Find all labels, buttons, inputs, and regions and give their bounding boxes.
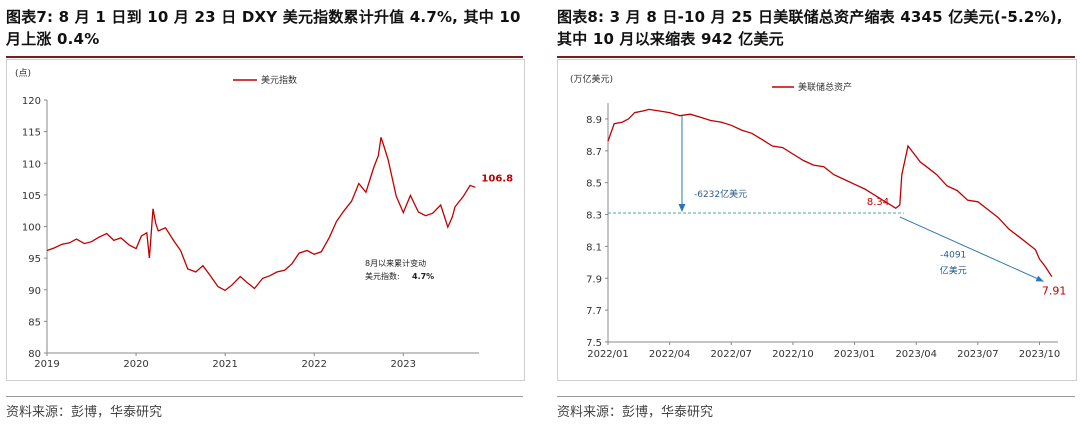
right-y-tick-label: 8.3 — [586, 211, 602, 222]
left-y-tick-label: 105 — [22, 191, 41, 202]
left-y-tick-label: 90 — [28, 286, 41, 297]
left-y-tick-label: 110 — [22, 159, 41, 170]
right-x-tick-label: 2023/10 — [1019, 349, 1061, 360]
right-title-rule — [557, 56, 1075, 58]
right-legend-label: 美联储总资产 — [798, 81, 852, 93]
right-source-rule — [557, 396, 1075, 397]
right-y-tick-label: 8.5 — [586, 179, 602, 190]
left-source-text: 资料来源：彭博，华泰研究 — [6, 405, 163, 420]
right-x-tick-label: 2023/04 — [895, 349, 937, 360]
left-chart-panel: (点) 美元指数 80 85 90 95 100 105 110 115 120 2019 2020 20… — [6, 59, 525, 381]
right-x-tick-label: 2022/07 — [711, 349, 753, 360]
right-source-text: 资料来源：彭博，华泰研究 — [557, 405, 714, 420]
left-dxy-series-line — [46, 137, 476, 292]
right-peak-change-unit: 亿美元 — [940, 264, 967, 276]
left-chart-svg: (点) 美元指数 80 85 90 95 100 105 110 115 120 2019 2020 20… — [15, 68, 513, 370]
left-x-tick-label: 2020 — [123, 359, 148, 370]
right-y-tick-label: 7.9 — [586, 274, 602, 285]
right-peak-arrowhead — [1035, 275, 1044, 282]
right-x-tick-label: 2022/01 — [587, 349, 629, 360]
right-reference-label: -6232亿美元 — [694, 188, 747, 200]
left-source-rule — [6, 396, 523, 397]
right-unit-label: (万亿美元) — [570, 73, 613, 85]
right-y-tick-label: 7.7 — [586, 306, 602, 317]
right-chart-panel: (万亿美元) 美联储总资产 7.5 7.7 7.9 8.1 8.3 8.5 8.7 8.9 2022… — [557, 59, 1077, 381]
right-y-tick-label: 7.5 — [586, 338, 602, 349]
left-title-rule — [6, 56, 523, 58]
left-annotation-label: 美元指数: — [365, 271, 400, 281]
left-y-tick-label: 100 — [22, 223, 41, 234]
right-chart-svg: (万亿美元) 美联储总资产 7.5 7.7 7.9 8.1 8.3 8.5 8.7 8.9 2022… — [570, 73, 1067, 360]
left-y-tick-label: 85 — [28, 317, 41, 328]
left-y-tick-label: 115 — [22, 128, 41, 139]
left-x-tick-label: 2022 — [301, 359, 326, 370]
right-x-tick-label: 2022/04 — [649, 349, 691, 360]
right-peak-arrow-shaft — [899, 216, 1044, 282]
right-fed-assets-series-line — [607, 108, 1053, 278]
right-peak-change-value: -4091 — [940, 251, 966, 261]
left-annotation-line1: 8月以来累计变动 — [365, 258, 426, 268]
left-y-tick-label: 120 — [22, 96, 41, 107]
right-y-tick-label: 8.7 — [586, 147, 602, 158]
left-annotation-value: 4.7% — [412, 272, 434, 281]
right-x-tick-label: 2023/01 — [834, 349, 876, 360]
right-figure-title: 图表8: 3 月 8 日-10 月 25 日美联储总资产缩表 4345 亿美元(… — [557, 8, 1063, 48]
left-legend-label: 美元指数 — [261, 74, 297, 86]
right-drawdown-arrowhead — [678, 203, 686, 212]
left-unit-label: (点) — [15, 68, 31, 79]
right-x-tick-label: 2022/10 — [772, 349, 814, 360]
left-y-tick-label: 80 — [28, 349, 41, 360]
right-y-tick-label: 8.9 — [586, 115, 602, 126]
left-end-value-label: 106.8 — [481, 173, 513, 184]
left-x-tick-label: 2021 — [212, 359, 237, 370]
left-figure-title: 图表7: 8 月 1 日到 10 月 23 日 DXY 美元指数累计升值 4.7… — [6, 8, 521, 48]
left-y-tick-label: 95 — [28, 254, 41, 265]
right-x-tick-label: 2023/07 — [957, 349, 999, 360]
left-x-tick-label: 2019 — [34, 359, 59, 370]
right-y-tick-label: 8.1 — [586, 242, 602, 253]
right-end-value-label: 7.91 — [1042, 285, 1067, 298]
left-x-tick-label: 2023 — [391, 359, 416, 370]
right-point-label: 8.34 — [867, 197, 889, 208]
